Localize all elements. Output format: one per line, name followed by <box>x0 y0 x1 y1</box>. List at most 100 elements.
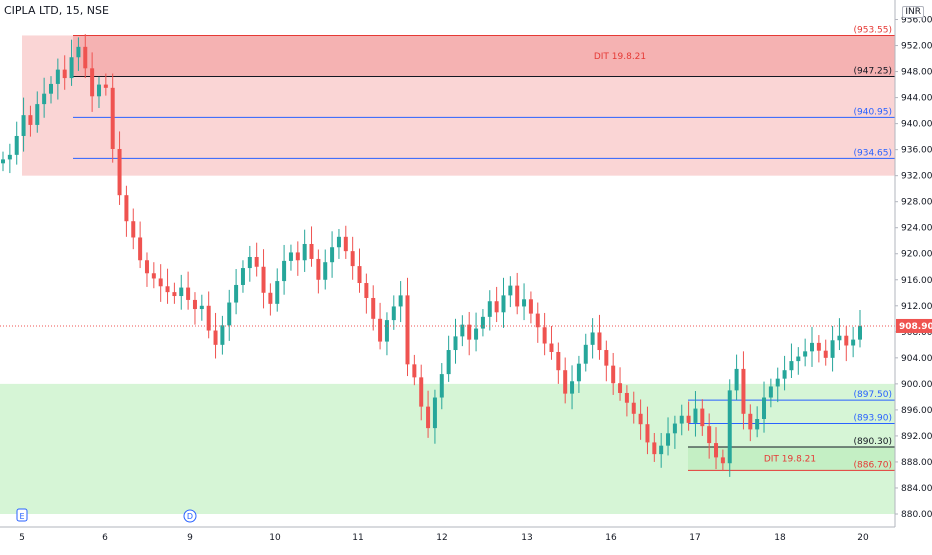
y-tick-label: 948.00 <box>901 68 932 78</box>
y-tick-label: 916.00 <box>901 276 932 286</box>
current-price-tag <box>896 318 932 333</box>
x-tick-label: 16 <box>605 533 617 543</box>
candle-body <box>14 135 19 155</box>
candle-body <box>419 377 424 407</box>
candle-body <box>261 266 266 293</box>
candle-body <box>659 445 664 455</box>
y-tick-label: 900.00 <box>901 380 932 390</box>
candle-body <box>666 433 671 446</box>
y-tick-label: 880.00 <box>901 510 932 520</box>
candle-body <box>515 285 520 307</box>
candle-body <box>69 57 74 79</box>
candle-body <box>611 365 616 384</box>
candle-body <box>453 336 458 351</box>
candle-body <box>714 443 719 458</box>
candle-body <box>35 104 40 125</box>
candle-body <box>330 247 335 263</box>
candle-body <box>645 424 650 443</box>
candle-body <box>144 260 149 274</box>
y-tick-label: 928.00 <box>901 198 932 208</box>
candle-body <box>268 292 273 304</box>
candle-body <box>247 256 252 269</box>
candle-body <box>631 402 636 414</box>
candle-body <box>227 302 232 326</box>
candle-body <box>570 381 575 394</box>
earnings-marker <box>16 508 28 522</box>
candle-body <box>768 386 773 398</box>
y-tick-label: 888.00 <box>901 458 932 468</box>
x-tick-label: 9 <box>187 533 193 543</box>
candle-body <box>62 69 67 79</box>
candle-body <box>172 292 177 297</box>
candle-body <box>213 330 218 345</box>
x-tick-label: 6 <box>102 533 108 543</box>
candle-body <box>583 344 588 364</box>
candle-body <box>652 442 657 455</box>
candle-body <box>76 46 81 58</box>
candle-body <box>775 378 780 387</box>
candle-body <box>343 236 348 252</box>
candle-body <box>686 415 691 423</box>
candle-body <box>830 340 835 358</box>
candle-body <box>138 237 143 261</box>
candle-body <box>254 256 259 267</box>
candle-body <box>528 299 533 314</box>
candle-body <box>42 93 47 105</box>
candle-body <box>234 284 239 303</box>
candle-body <box>501 295 506 313</box>
candle-body <box>782 370 787 379</box>
x-tick-label: 12 <box>436 533 447 543</box>
candle-body <box>192 299 197 310</box>
candle-body <box>837 335 842 341</box>
candle-body <box>542 327 547 344</box>
candle-body <box>762 397 767 419</box>
y-tick-label: 892.00 <box>901 432 932 442</box>
candle-body <box>535 313 540 328</box>
y-tick-label: 912.00 <box>901 302 932 312</box>
candle-body <box>1 159 5 164</box>
y-tick-label: 940.00 <box>901 120 932 130</box>
dividend-marker <box>183 509 197 523</box>
x-tick-label: 10 <box>269 533 281 543</box>
zone-annotation: DIT 19.8.21 <box>594 52 646 62</box>
candle-body <box>707 426 712 444</box>
candle-body <box>700 408 705 427</box>
candle-body <box>275 281 280 304</box>
candle-body <box>851 339 856 346</box>
candle-body <box>412 364 417 378</box>
level-label: (886.70) <box>853 460 892 470</box>
zone-annotation: DIT 19.8.21 <box>764 455 816 465</box>
candle-body <box>302 243 307 261</box>
x-tick-label: 17 <box>689 533 700 543</box>
candle-body <box>810 342 815 352</box>
candle-body <box>405 295 410 365</box>
candle-body <box>48 83 53 94</box>
x-tick-label: 13 <box>521 533 532 543</box>
candle-body <box>103 84 108 88</box>
candle-body <box>522 299 527 307</box>
candle-body <box>282 260 287 282</box>
candle-body <box>21 115 26 136</box>
candle-body <box>755 418 760 430</box>
candle-body <box>576 363 581 382</box>
candle-body <box>90 68 95 97</box>
candle-body <box>350 251 355 267</box>
candle-body <box>494 301 499 313</box>
candle-body <box>556 351 561 371</box>
demand-zone-proximal <box>688 446 895 471</box>
candle-body <box>371 297 376 319</box>
candle-body <box>179 287 184 297</box>
candle-body <box>426 406 431 429</box>
currency-badge[interactable]: INR <box>902 6 924 18</box>
candle-body <box>741 368 746 414</box>
candle-body <box>549 343 554 352</box>
x-tick-label: 5 <box>19 533 25 543</box>
candle-body <box>460 324 465 337</box>
candle-body <box>55 69 60 84</box>
candle-body <box>206 305 211 331</box>
y-tick-label: 936.00 <box>901 146 932 156</box>
candle-body <box>844 335 849 346</box>
candle-body <box>796 356 801 362</box>
